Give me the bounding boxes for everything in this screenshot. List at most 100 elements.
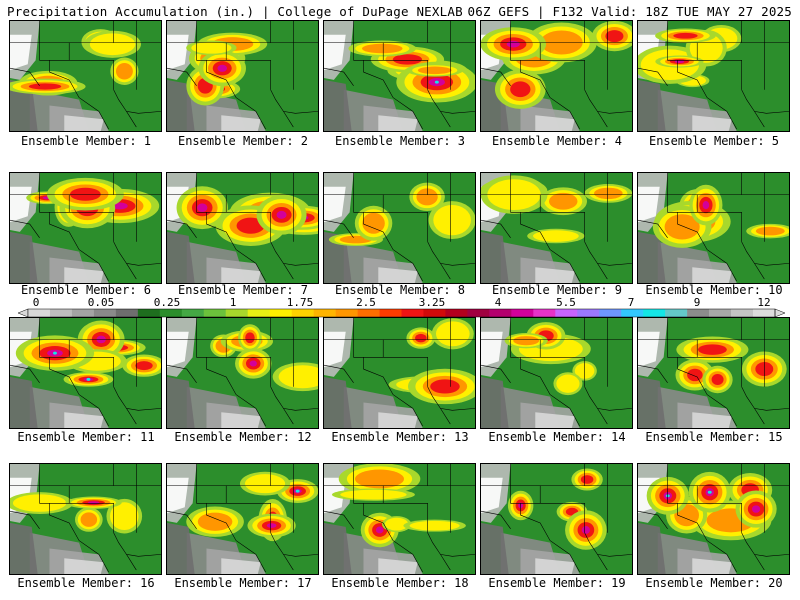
ensemble-member-label: Ensemble Member: 19	[488, 576, 626, 590]
colorbar-swatch	[115, 309, 139, 317]
ensemble-member-label: Ensemble Member: 15	[645, 430, 783, 444]
ensemble-member-label: Ensemble Member: 11	[17, 430, 155, 444]
ensemble-member-label: Ensemble Member: 3	[334, 134, 466, 148]
colorbar-swatch	[28, 309, 51, 317]
precip-map	[324, 464, 475, 574]
colorbar-swatch	[181, 309, 205, 317]
ensemble-panel-16	[9, 463, 162, 575]
colorbar-swatch	[49, 309, 73, 317]
ensemble-member-label: Ensemble Member: 16	[17, 576, 155, 590]
ensemble-panel-12	[166, 317, 319, 429]
precip-colorbar: 0 0.05 0.25 1 1.75 2.5 3.25 4 5.5 7 9 12	[17, 296, 786, 318]
colorbar-swatch	[93, 309, 117, 317]
ensemble-panel-14	[480, 317, 633, 429]
colorbar-tick-label: 1.75	[287, 296, 314, 309]
colorbar-swatch	[203, 309, 227, 317]
ensemble-panel-15	[637, 317, 790, 429]
precip-map	[638, 318, 789, 428]
colorbar-swatch	[71, 309, 95, 317]
ensemble-panel-6	[9, 172, 162, 284]
colorbar-swatch	[687, 309, 710, 317]
colorbar-swatch	[753, 309, 776, 317]
ensemble-member-label: Ensemble Member: 20	[645, 576, 783, 590]
colorbar-swatch	[379, 309, 402, 317]
colorbar-swatch	[357, 309, 380, 317]
colorbar-swatch	[643, 309, 666, 317]
ensemble-panel-17	[166, 463, 319, 575]
ensemble-panel-8	[323, 172, 476, 284]
ensemble-member-label: Ensemble Member: 2	[177, 134, 309, 148]
colorbar-swatch	[335, 309, 358, 317]
colorbar-tick-label: 0.05	[88, 296, 115, 309]
colorbar-swatch	[555, 309, 578, 317]
colorbar-swatch	[401, 309, 424, 317]
ensemble-panel-5	[637, 20, 790, 132]
precip-map	[481, 21, 632, 131]
ensemble-panel-3	[323, 20, 476, 132]
colorbar-swatch	[467, 309, 490, 317]
ensemble-member-label: Ensemble Member: 5	[648, 134, 780, 148]
colorbar-tick-label: 2.5	[356, 296, 376, 309]
colorbar-swatch	[709, 309, 732, 317]
ensemble-member-label: Ensemble Member: 1	[20, 134, 152, 148]
colorbar-max-arrow	[774, 308, 786, 318]
colorbar-tick-label: 12	[757, 296, 770, 309]
colorbar-swatch	[533, 309, 556, 317]
colorbar-min-arrow	[17, 308, 29, 318]
ensemble-panel-10	[637, 172, 790, 284]
ensemble-panel-11	[9, 317, 162, 429]
colorbar-tick-label: 0.25	[154, 296, 181, 309]
ensemble-member-label: Ensemble Member: 4	[491, 134, 623, 148]
ensemble-panel-2	[166, 20, 319, 132]
ensemble-member-label: Ensemble Member: 6	[20, 283, 152, 297]
precip-map	[324, 318, 475, 428]
colorbar-tick-label: 5.5	[556, 296, 576, 309]
precip-map	[167, 173, 318, 283]
precip-map	[167, 318, 318, 428]
ensemble-member-label: Ensemble Member: 9	[491, 283, 623, 297]
colorbar-swatch	[489, 309, 512, 317]
colorbar-swatch	[137, 309, 161, 317]
precip-map	[10, 21, 161, 131]
colorbar-swatch	[247, 309, 270, 317]
colorbar-tick-label: 9	[694, 296, 701, 309]
ensemble-panel-7	[166, 172, 319, 284]
colorbar-swatch	[291, 309, 314, 317]
ensemble-panel-13	[323, 317, 476, 429]
colorbar-tick-label: 7	[628, 296, 635, 309]
colorbar-swatch	[511, 309, 534, 317]
ensemble-panel-20	[637, 463, 790, 575]
ensemble-panel-4	[480, 20, 633, 132]
ensemble-member-label: Ensemble Member: 10	[645, 283, 783, 297]
colorbar-tick-label: 1	[230, 296, 237, 309]
ensemble-member-label: Ensemble Member: 7	[177, 283, 309, 297]
colorbar-swatch	[731, 309, 754, 317]
precip-map	[10, 173, 161, 283]
precip-map	[638, 464, 789, 574]
colorbar-swatch	[621, 309, 644, 317]
ensemble-panel-1	[9, 20, 162, 132]
colorbar-swatch	[269, 309, 292, 317]
precip-map	[167, 464, 318, 574]
precip-map	[481, 173, 632, 283]
ensemble-member-label: Ensemble Member: 18	[331, 576, 469, 590]
precip-map	[324, 21, 475, 131]
colorbar-tick-label: 3.25	[419, 296, 446, 309]
map-title: Precipitation Accumulation (in.) | Colle…	[7, 4, 463, 19]
colorbar-swatch	[665, 309, 688, 317]
colorbar-swatch	[159, 309, 183, 317]
ensemble-member-label: Ensemble Member: 14	[488, 430, 626, 444]
colorbar-swatch	[577, 309, 600, 317]
colorbar-swatch	[423, 309, 446, 317]
model-run-info: 06Z GEFS | F132 Valid: 18Z TUE MAY 27 20…	[467, 4, 792, 19]
ensemble-member-label: Ensemble Member: 12	[174, 430, 312, 444]
precip-map	[481, 464, 632, 574]
colorbar-swatch	[445, 309, 468, 317]
precip-map	[324, 173, 475, 283]
precip-map	[10, 464, 161, 574]
colorbar-tick-label: 4	[495, 296, 502, 309]
colorbar-tick-label: 0	[33, 296, 40, 309]
ensemble-panel-18	[323, 463, 476, 575]
precip-map	[10, 318, 161, 428]
colorbar-swatch	[313, 309, 336, 317]
